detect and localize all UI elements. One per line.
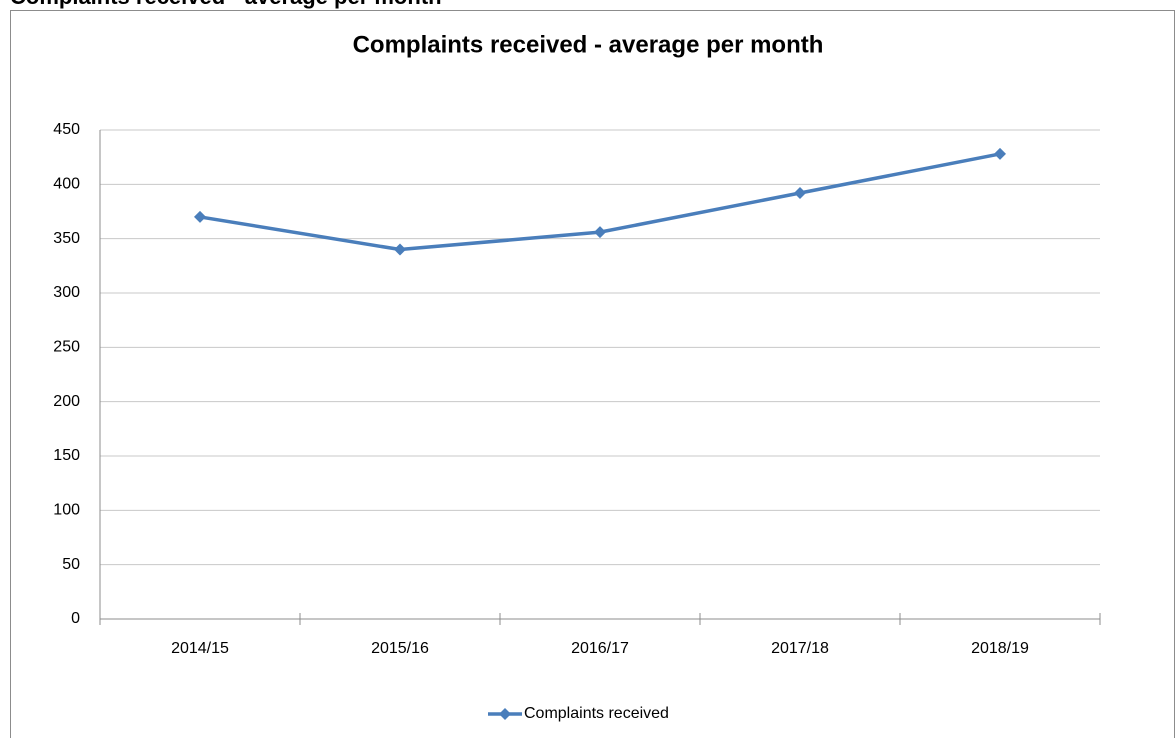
y-tick-label: 450 [53, 121, 80, 138]
y-tick-label: 50 [62, 556, 80, 573]
y-tick-label: 250 [53, 339, 80, 356]
y-tick-label: 200 [53, 393, 80, 410]
data-point [594, 226, 606, 239]
chart-title: Complaints received - average per month [353, 31, 824, 58]
x-tick-label: 2017/18 [771, 640, 829, 657]
x-tick-label: 2015/16 [371, 640, 429, 657]
legend-marker [499, 708, 511, 720]
data-point [994, 147, 1006, 160]
x-tick-label: 2014/15 [171, 640, 229, 657]
y-tick-label: 400 [53, 176, 80, 193]
y-tick-label: 350 [53, 230, 80, 247]
y-tick-label: 150 [53, 447, 80, 464]
y-tick-label: 300 [53, 284, 80, 301]
y-tick-label: 0 [71, 610, 80, 627]
data-point [194, 210, 206, 223]
x-tick-label: 2016/17 [571, 640, 629, 657]
y-tick-label: 100 [53, 502, 80, 519]
chart-frame [10, 10, 1175, 738]
x-tick-label: 2018/19 [971, 640, 1029, 657]
data-point [794, 187, 806, 200]
legend-label: Complaints received [524, 705, 669, 722]
data-point [394, 243, 406, 256]
page-heading: Complaints received - average per month [10, 0, 442, 9]
